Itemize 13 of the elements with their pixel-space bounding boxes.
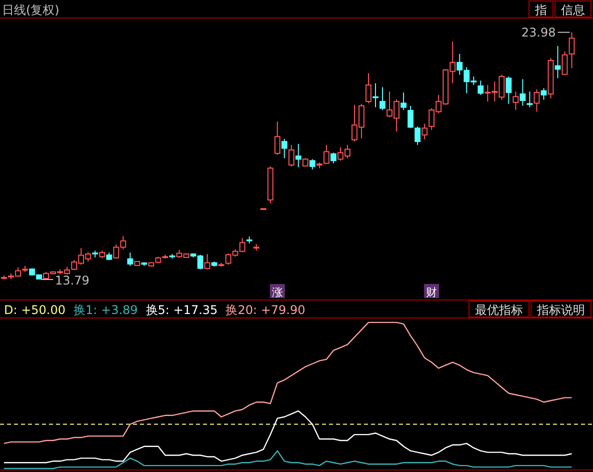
text: 最优指标 — [475, 303, 523, 317]
chart-title: 日线(复权) — [2, 3, 60, 17]
text: 换20: +79.90 — [226, 303, 306, 317]
x-tick-label: 财 — [426, 286, 438, 299]
x-tick-label: 涨 — [272, 286, 283, 299]
annotation: 13.79 — [55, 273, 90, 288]
text: 指标说明 — [536, 303, 585, 317]
text: 信息 — [561, 3, 585, 17]
text: 换5: +17.35 — [146, 303, 218, 317]
annotation: 23.98 — [521, 25, 556, 40]
ref-line-label: D: +50.00 — [4, 303, 66, 317]
text: 指 — [534, 3, 547, 17]
text: 换1: +3.89 — [74, 303, 138, 317]
